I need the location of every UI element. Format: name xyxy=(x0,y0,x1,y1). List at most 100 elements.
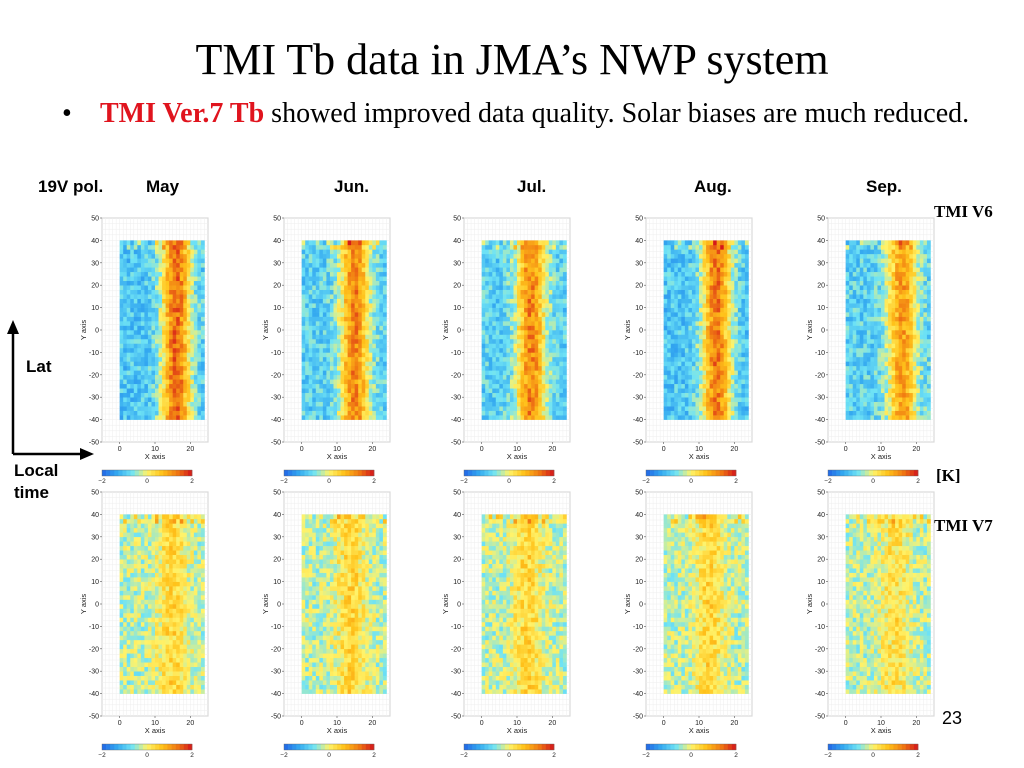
heatmap-cell xyxy=(488,370,493,376)
heatmap-cell xyxy=(737,383,742,389)
heatmap-cell xyxy=(734,352,739,358)
heatmap-cell xyxy=(737,330,742,335)
heatmap-cell xyxy=(737,415,742,420)
heatmap-cell xyxy=(506,410,511,416)
heatmap-cell xyxy=(492,262,497,268)
heatmap-cell xyxy=(351,325,355,331)
heatmap-cell xyxy=(688,285,693,290)
heatmap-cell xyxy=(492,316,497,322)
heatmap-cell xyxy=(179,321,184,326)
heatmap-cell xyxy=(200,406,205,411)
heatmap-cell xyxy=(881,388,885,394)
heatmap-cell xyxy=(888,325,892,331)
heatmap-cell xyxy=(888,338,892,344)
heatmap-cell xyxy=(119,271,124,277)
heatmap-cell xyxy=(856,271,861,277)
heatmap-cell xyxy=(144,397,149,402)
heatmap-cell xyxy=(130,244,135,250)
heatmap-cell xyxy=(870,253,875,259)
colorbar-swatch xyxy=(147,470,152,476)
heatmap-cell xyxy=(691,316,696,322)
colorbar-swatch xyxy=(678,470,684,476)
heatmap-cell xyxy=(133,379,138,385)
heatmap-cell xyxy=(545,383,550,389)
heatmap-cell xyxy=(495,343,500,349)
heatmap-cell xyxy=(859,406,864,411)
heatmap-cell xyxy=(481,240,486,246)
heatmap-cell xyxy=(527,383,532,389)
heatmap-cell xyxy=(123,258,128,264)
heatmap-cell xyxy=(877,370,882,376)
heatmap-cell xyxy=(119,276,124,282)
heatmap-cell xyxy=(534,379,539,385)
heatmap-cell xyxy=(531,356,535,362)
heatmap-cell xyxy=(481,388,486,394)
heatmap-cell xyxy=(502,352,507,358)
heatmap-cell xyxy=(863,267,868,273)
heatmap-cell xyxy=(347,258,352,264)
heatmap-cell xyxy=(730,352,735,358)
heatmap-cell xyxy=(744,338,749,344)
heatmap-cell xyxy=(133,347,138,353)
heatmap-cell xyxy=(358,370,363,376)
heatmap-cell xyxy=(695,397,700,402)
heatmap-cell xyxy=(691,374,696,380)
heatmap-cell xyxy=(344,262,348,268)
heatmap-cell xyxy=(531,365,535,371)
heatmap-cell xyxy=(663,289,668,295)
heatmap-cell xyxy=(873,410,878,416)
heatmap-cell xyxy=(870,334,875,340)
heatmap-cell xyxy=(347,271,352,277)
heatmap-cell xyxy=(368,307,373,313)
heatmap-cell xyxy=(856,240,861,246)
heatmap-cell xyxy=(713,401,717,407)
heatmap-cell xyxy=(555,388,560,394)
heatmap-cell xyxy=(734,383,739,389)
heatmap-cell xyxy=(495,316,500,322)
heatmap-cell xyxy=(856,289,861,295)
heatmap-cell xyxy=(723,325,728,331)
heatmap-cell xyxy=(329,356,334,362)
heatmap-cell xyxy=(485,338,490,344)
heatmap-cell xyxy=(677,298,682,304)
heatmap-cell xyxy=(197,352,202,358)
heatmap-cell xyxy=(506,415,511,420)
heatmap-cell xyxy=(555,289,560,295)
heatmap-cell xyxy=(691,388,696,394)
heatmap-cell xyxy=(365,392,370,398)
heatmap-cell xyxy=(333,401,338,407)
heatmap-cell xyxy=(859,280,864,286)
heatmap-cell xyxy=(727,388,732,394)
heatmap-cell xyxy=(684,410,689,416)
colorbar-swatch xyxy=(365,470,371,476)
heatmap-cell xyxy=(372,379,377,385)
heatmap-cell xyxy=(741,244,746,250)
heatmap-cell xyxy=(744,361,749,367)
heatmap-cell xyxy=(891,356,896,362)
heatmap-cell xyxy=(695,370,700,376)
heatmap-cell xyxy=(119,338,124,344)
heatmap-cell xyxy=(169,303,173,308)
heatmap-cell xyxy=(509,294,514,299)
heatmap-cell xyxy=(358,379,363,385)
heatmap-cell xyxy=(534,352,539,358)
heatmap-cell xyxy=(495,415,500,420)
heatmap-cell xyxy=(361,312,366,317)
heatmap-cell xyxy=(200,262,205,268)
heatmap-cell xyxy=(877,249,882,255)
heatmap-cell xyxy=(552,298,557,304)
heatmap-cell xyxy=(499,303,504,308)
heatmap-cell xyxy=(552,361,557,367)
heatmap-cell xyxy=(183,343,188,349)
heatmap-cell xyxy=(559,316,564,322)
heatmap-cell xyxy=(481,312,486,317)
heatmap-cell xyxy=(183,338,188,344)
heatmap-cell xyxy=(852,415,857,420)
heatmap-cell xyxy=(137,240,142,246)
heatmap-cell xyxy=(863,330,868,335)
heatmap-cell xyxy=(495,388,500,394)
heatmap-cell xyxy=(506,406,511,411)
heatmap-cell xyxy=(365,343,370,349)
heatmap-cell xyxy=(354,294,359,299)
heatmap-cell xyxy=(562,397,567,402)
